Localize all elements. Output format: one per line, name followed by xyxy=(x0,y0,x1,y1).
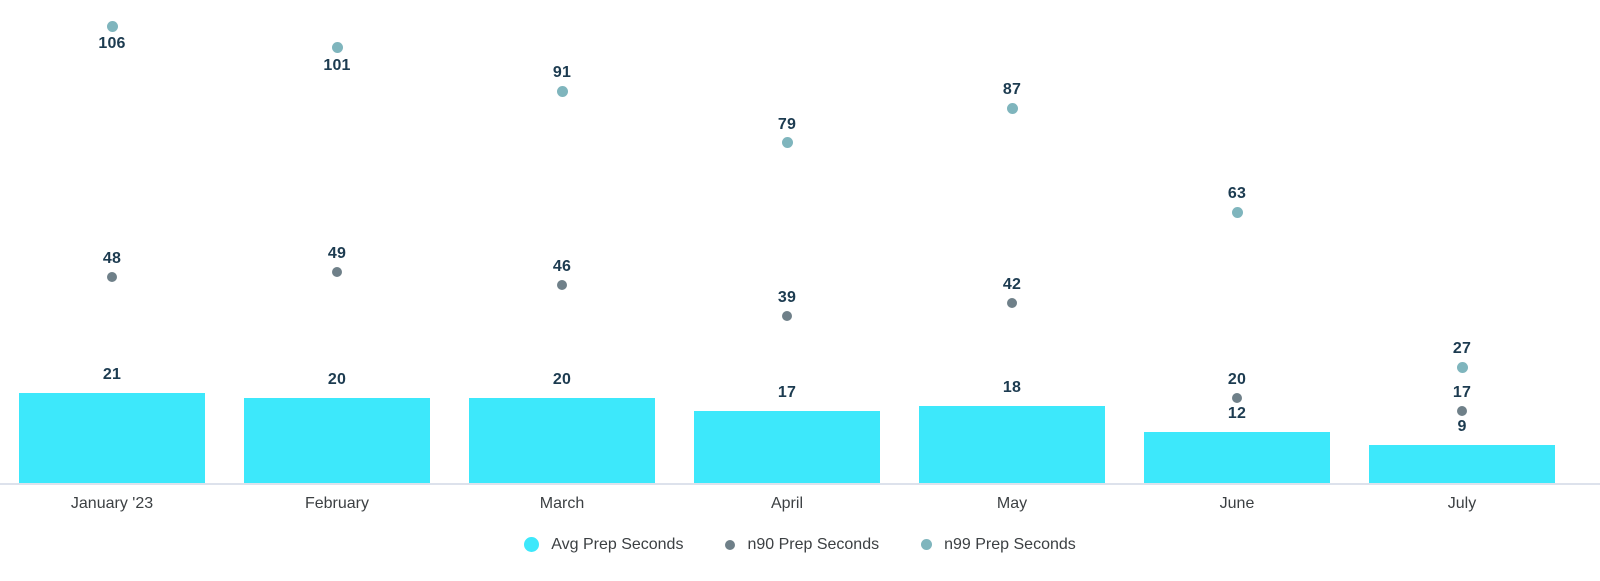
x-axis-label: June xyxy=(1219,495,1255,512)
avg-prep-bar[interactable] xyxy=(1144,432,1330,484)
x-axis-label: May xyxy=(996,495,1028,512)
n99-prep-dot[interactable] xyxy=(556,85,568,97)
n99-prep-value-label: 101 xyxy=(323,56,351,74)
n99-prep-dot[interactable] xyxy=(1456,361,1468,373)
x-axis-label: April xyxy=(770,495,803,512)
avg-prep-value-label: 12 xyxy=(1227,405,1247,423)
x-axis-line xyxy=(0,483,1600,485)
avg-prep-bar[interactable] xyxy=(469,397,655,484)
n99-prep-dot[interactable] xyxy=(331,42,343,54)
n99-prep-value-label: 91 xyxy=(552,64,572,82)
n90-prep-value-label: 39 xyxy=(777,288,797,306)
n90-prep-value-label: 20 xyxy=(1227,370,1247,388)
avg-prep-value-label: 18 xyxy=(1002,379,1022,397)
n90-prep-dot[interactable] xyxy=(332,267,342,278)
avg-prep-bar[interactable] xyxy=(1369,445,1555,484)
n90-prep-value-label: 17 xyxy=(1452,383,1472,401)
x-axis-label: January '23 xyxy=(70,495,154,512)
x-axis-label: July xyxy=(1447,495,1477,512)
avg-prep-value-label: 21 xyxy=(102,366,122,384)
n90-prep-dot[interactable] xyxy=(557,280,567,291)
n99-prep-dot[interactable] xyxy=(106,20,118,32)
avg-prep-bar[interactable] xyxy=(19,393,205,484)
legend-label: n90 Prep Seconds xyxy=(747,536,880,553)
legend-marker-icon xyxy=(725,539,736,550)
n90-prep-dot[interactable] xyxy=(1007,297,1017,308)
n90-prep-dot[interactable] xyxy=(107,271,117,282)
legend-item-avg[interactable]: Avg Prep Seconds xyxy=(524,535,683,554)
avg-prep-bar[interactable] xyxy=(694,410,880,484)
n99-prep-dot[interactable] xyxy=(781,137,793,149)
n90-prep-value-label: 42 xyxy=(1002,275,1022,293)
n99-prep-dot[interactable] xyxy=(1231,206,1243,218)
n90-prep-value-label: 46 xyxy=(552,258,572,276)
legend: Avg Prep Seconds n90 Prep Seconds n99 Prep… xyxy=(0,535,1600,554)
avg-prep-value-label: 17 xyxy=(777,383,797,401)
n99-prep-value-label: 79 xyxy=(777,115,797,133)
n99-prep-value-label: 87 xyxy=(1002,81,1022,99)
legend-item-n99[interactable]: n99 Prep Seconds xyxy=(921,535,1076,554)
avg-prep-value-label: 9 xyxy=(1457,418,1467,436)
n90-prep-value-label: 48 xyxy=(102,249,122,267)
n99-prep-value-label: 27 xyxy=(1452,340,1472,358)
n99-prep-value-label: 106 xyxy=(98,35,126,53)
legend-label: n99 Prep Seconds xyxy=(944,536,1076,553)
n90-prep-dot[interactable] xyxy=(1457,405,1467,416)
avg-prep-value-label: 20 xyxy=(327,370,347,388)
avg-prep-bar[interactable] xyxy=(919,406,1105,484)
x-axis-label: March xyxy=(539,495,585,512)
legend-marker-icon xyxy=(524,537,540,552)
x-axis-label: February xyxy=(304,495,370,512)
legend-item-n90[interactable]: n90 Prep Seconds xyxy=(725,535,879,554)
n90-prep-dot[interactable] xyxy=(1232,392,1242,403)
n90-prep-dot[interactable] xyxy=(782,310,792,321)
legend-label: Avg Prep Seconds xyxy=(551,536,684,553)
n99-prep-dot[interactable] xyxy=(1006,102,1018,114)
avg-prep-value-label: 20 xyxy=(552,370,572,388)
n99-prep-value-label: 63 xyxy=(1227,185,1247,203)
avg-prep-bar[interactable] xyxy=(244,397,430,484)
n90-prep-value-label: 49 xyxy=(327,245,347,263)
legend-marker-icon xyxy=(921,539,933,550)
